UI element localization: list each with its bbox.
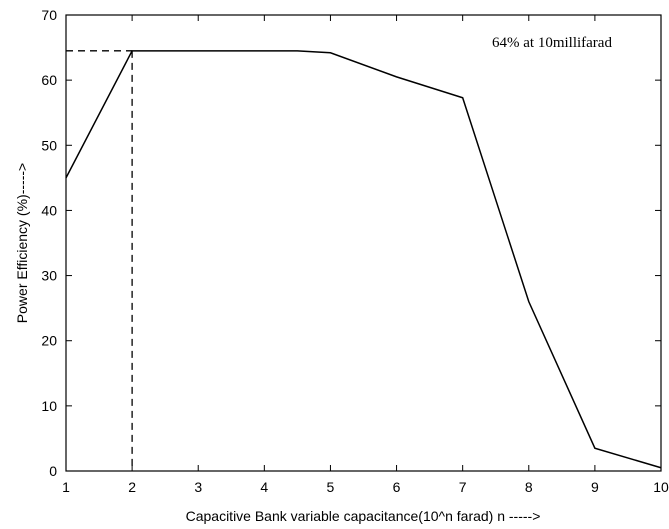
x-tick-label-3: 4 [260,479,268,495]
x-tick-label-8: 9 [591,479,599,495]
y-tick-label-7: 70 [41,7,57,23]
series-line [65,50,662,469]
y-axis-label: Power Efficiency (%)-----> [14,163,30,323]
annotation-label: 64% at 10millifarad [492,35,612,51]
y-tick-label-2: 20 [41,333,57,349]
axis-ticks [65,14,662,472]
x-tick-label-4: 5 [327,479,335,495]
y-tick-label-5: 50 [41,137,57,153]
y-tick-label-3: 30 [41,268,57,284]
x-tick-label-0: 1 [62,479,70,495]
x-tick-label-6: 7 [459,479,467,495]
x-tick-label-9: 10 [653,479,669,495]
x-tick-label-1: 2 [128,479,136,495]
x-axis-label: Capacitive Bank variable capacitance(10^… [186,508,541,524]
reference-guides [66,50,133,471]
plot-frame [65,14,662,472]
axis-tick-labels: 1 2 3 4 5 6 7 8 9 10 0 10 20 30 40 50 60 70 [41,7,669,495]
y-tick-label-1: 10 [41,398,57,414]
y-tick-label-0: 0 [49,463,57,479]
x-tick-label-2: 3 [194,479,202,495]
x-tick-label-7: 8 [525,479,533,495]
y-tick-label-6: 60 [41,72,57,88]
x-tick-label-5: 6 [393,479,401,495]
y-tick-label-4: 40 [41,202,57,218]
